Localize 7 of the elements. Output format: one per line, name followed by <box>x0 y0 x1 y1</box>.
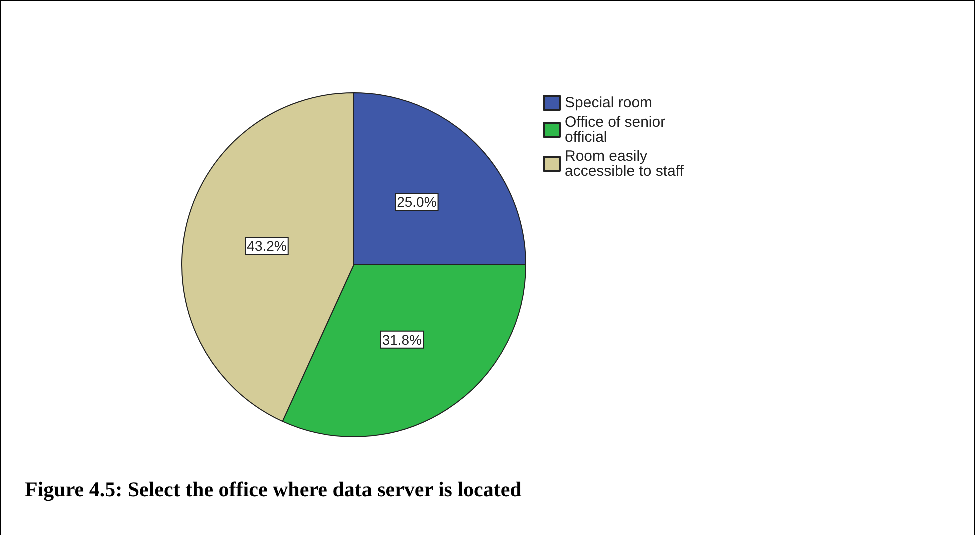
legend-label: Special room <box>565 94 653 112</box>
data-label: 31.8% <box>382 332 422 348</box>
data-label: 25.0% <box>397 194 437 210</box>
text: Figure 4.5: Select the office where data server is located <box>25 478 522 502</box>
legend-label: Room easily accessible to staff <box>565 148 685 180</box>
data-label: 43.2% <box>247 238 287 254</box>
legend-label: Office of senior official <box>565 114 670 146</box>
